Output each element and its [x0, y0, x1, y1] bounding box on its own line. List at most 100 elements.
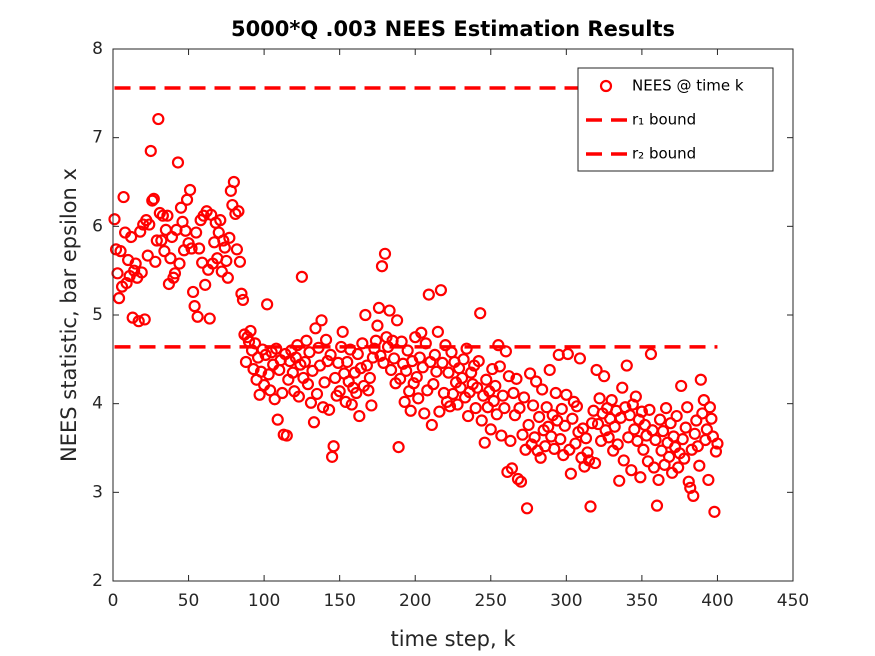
x-tick-label: 150: [323, 591, 355, 611]
data-point: [566, 412, 579, 425]
data-point: [235, 287, 248, 300]
data-point: [254, 365, 268, 378]
x-tick-label: 50: [178, 591, 200, 611]
data-point: [374, 349, 387, 362]
data-point: [711, 437, 724, 450]
y-tick-label: 5: [92, 305, 103, 325]
data-point: [368, 342, 381, 355]
data-point: [457, 353, 470, 366]
data-point: [616, 381, 629, 394]
data-point: [581, 446, 594, 459]
data-point: [561, 347, 574, 361]
data-point: [543, 363, 556, 377]
data-point: [481, 401, 494, 414]
data-point: [280, 429, 293, 442]
data-point: [155, 234, 168, 247]
data-point: [702, 473, 715, 487]
data-point: [371, 319, 384, 332]
data-point: [327, 440, 340, 453]
data-point: [410, 370, 423, 384]
data-point: [523, 367, 537, 380]
data-point: [220, 254, 233, 268]
data-point: [353, 409, 366, 423]
data-point: [634, 471, 647, 484]
data-point: [517, 391, 531, 404]
data-point: [522, 418, 535, 432]
data-point: [356, 337, 369, 350]
data-point: [431, 325, 444, 338]
data-point: [443, 400, 457, 413]
data-point: [223, 231, 236, 244]
data-point: [588, 456, 602, 470]
data-point: [227, 175, 240, 189]
data-point: [644, 347, 658, 361]
data-point: [354, 362, 367, 375]
x-tick-label: 200: [399, 591, 431, 611]
data-point: [465, 366, 478, 379]
data-point: [253, 388, 266, 401]
data-point: [474, 307, 487, 320]
data-point: [298, 355, 312, 369]
data-point: [214, 214, 227, 227]
data-point: [709, 445, 723, 458]
data-point: [499, 345, 512, 358]
data-point: [120, 276, 133, 290]
x-tick-label: 450: [777, 591, 809, 611]
y-tick-label: 2: [92, 571, 103, 591]
data-point: [469, 402, 482, 415]
data-point: [158, 245, 171, 258]
data-point: [510, 372, 523, 385]
data-point: [400, 364, 413, 377]
data-point: [244, 324, 257, 338]
x-tick-label: 100: [248, 591, 280, 611]
data-point: [540, 401, 553, 414]
data-point: [377, 356, 390, 369]
data-point: [316, 401, 330, 414]
data-point: [430, 365, 443, 378]
data-point: [378, 247, 392, 260]
data-point: [675, 379, 688, 393]
data-point: [548, 442, 561, 455]
data-point: [384, 363, 398, 377]
data-point: [584, 500, 597, 513]
data-point: [705, 412, 718, 425]
data-point: [259, 348, 272, 361]
data-point: [185, 242, 198, 255]
data-point: [276, 386, 289, 400]
data-point: [262, 368, 275, 381]
data-point: [471, 381, 484, 394]
data-point: [310, 387, 324, 401]
data-point: [239, 355, 253, 369]
data-point: [304, 396, 318, 409]
data-point: [492, 339, 505, 352]
data-point: [478, 436, 491, 449]
data-point: [230, 243, 244, 256]
data-point: [428, 348, 441, 361]
data-point: [520, 502, 534, 515]
data-point: [436, 356, 449, 369]
data-point: [598, 370, 611, 383]
data-point: [662, 450, 676, 463]
data-point: [168, 267, 182, 280]
chart-title: 5000*Q .003 NEES Estimation Results: [231, 17, 675, 41]
x-tick-label: 0: [108, 591, 119, 611]
data-point: [153, 206, 166, 220]
data-point: [629, 390, 642, 403]
data-point: [434, 284, 448, 297]
x-tick-label: 400: [701, 591, 733, 611]
data-point: [442, 366, 455, 379]
data-point: [359, 308, 372, 322]
x-axis-label: time step, k: [390, 627, 516, 651]
data-point: [174, 201, 188, 214]
data-point: [318, 376, 331, 389]
data-point: [590, 363, 603, 377]
data-point: [132, 315, 145, 328]
data-point: [191, 310, 204, 323]
data-point: [579, 432, 593, 445]
data-point: [490, 408, 503, 421]
data-point: [129, 257, 142, 270]
axes-box: [112, 48, 794, 582]
data-point: [404, 404, 417, 417]
data-point: [203, 312, 216, 325]
